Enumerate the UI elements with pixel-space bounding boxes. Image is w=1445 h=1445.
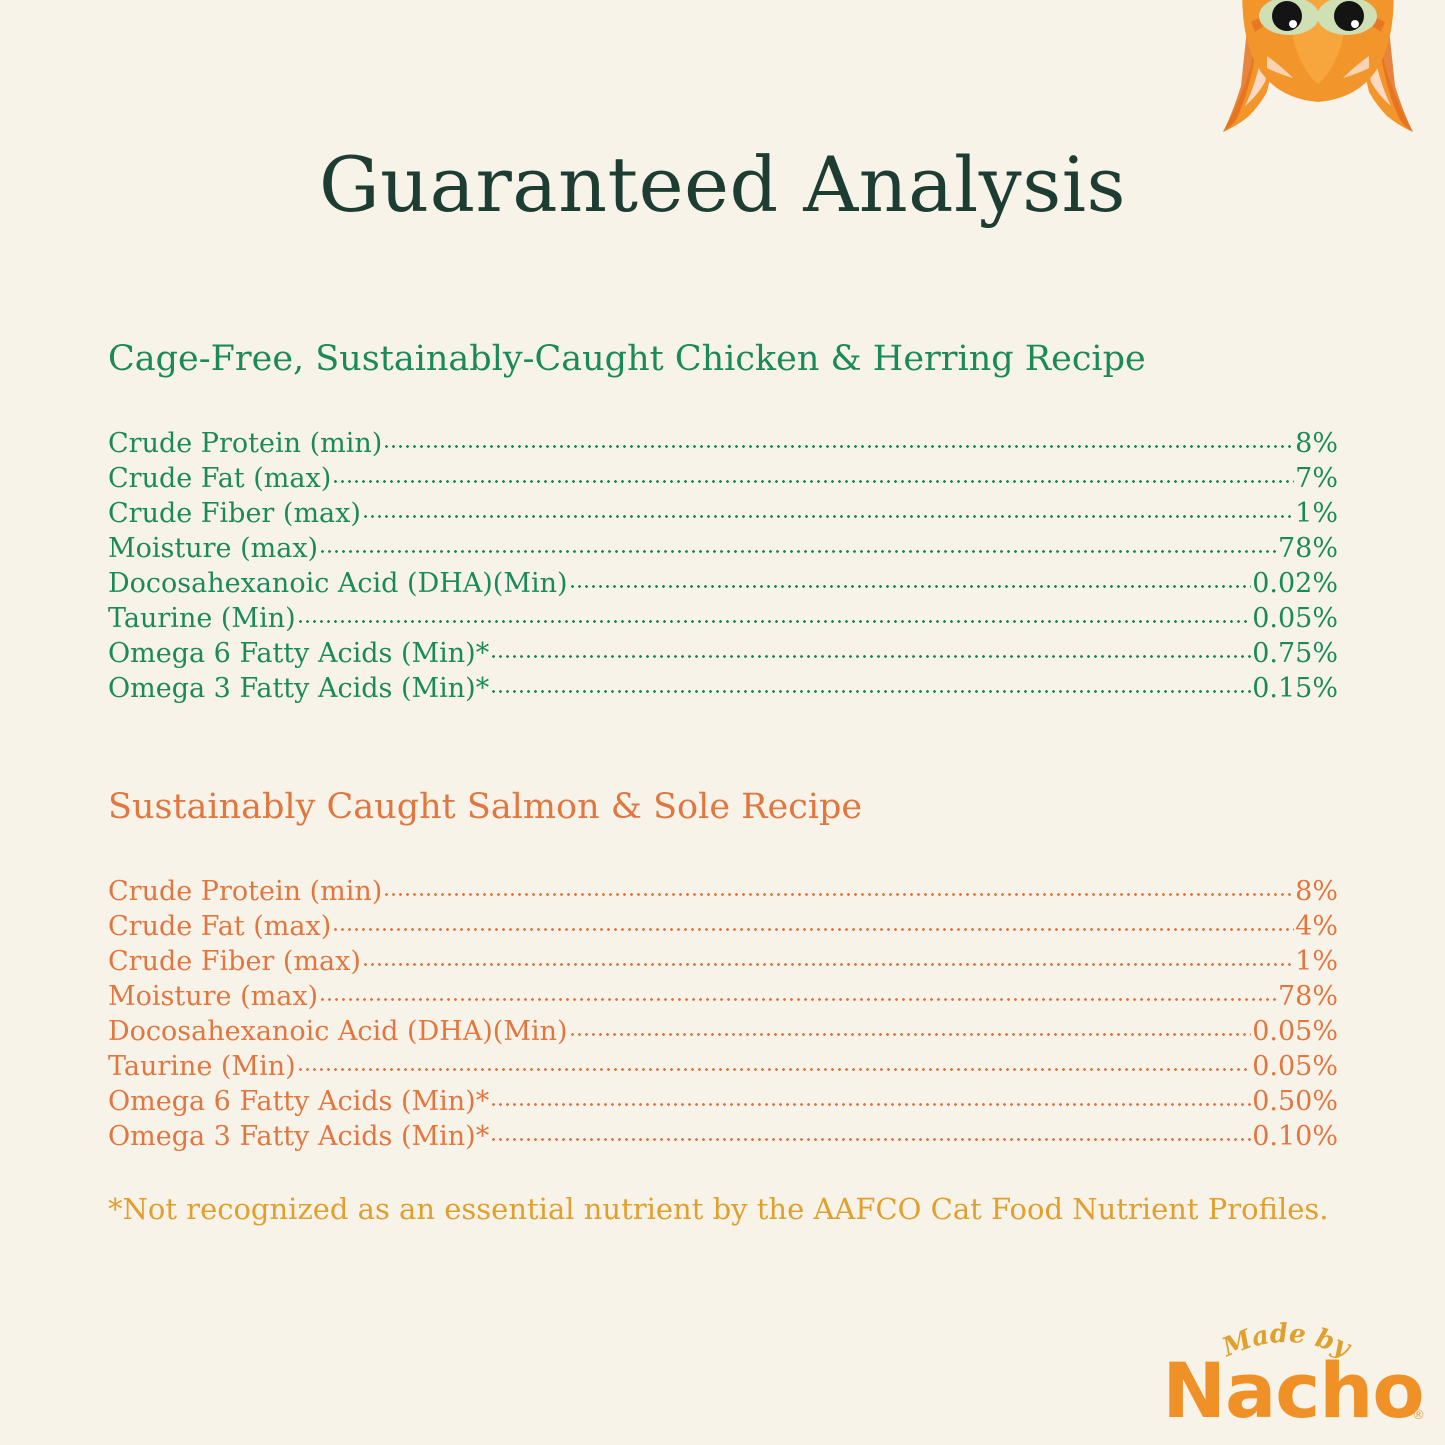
nutrient-name: Crude Protein (min): [108, 875, 383, 907]
nutrient-row: Omega 6 Fatty Acids (Min)* 0.75%: [108, 635, 1338, 669]
nutrient-value: 0.15%: [1252, 672, 1338, 704]
nutrient-value: 0.05%: [1252, 1015, 1338, 1047]
nutrient-value: 0.05%: [1252, 1050, 1338, 1082]
dot-leader: [332, 908, 1295, 935]
nutrient-value: 1%: [1295, 497, 1338, 529]
nutrient-name: Crude Fiber (max): [108, 497, 361, 529]
nutrient-row: Moisture (max) 78%: [108, 978, 1338, 1012]
nutrient-value: 7%: [1295, 462, 1338, 494]
dot-leader: [568, 1013, 1252, 1040]
nutrient-value: 78%: [1277, 532, 1338, 564]
nutrient-row: Omega 6 Fatty Acids (Min)* 0.50%: [108, 1083, 1338, 1117]
nutrient-value: 1%: [1295, 945, 1338, 977]
nutrient-list-salmon-sole: Crude Protein (min) 8% Crude Fat (max) 4…: [108, 873, 1338, 1152]
nutrient-row: Crude Protein (min) 8%: [108, 425, 1338, 459]
dot-leader: [296, 600, 1252, 627]
nutrient-row: Moisture (max) 78%: [108, 530, 1338, 564]
nutrient-value: 0.75%: [1252, 637, 1338, 669]
nutrient-row: Crude Fiber (max) 1%: [108, 495, 1338, 529]
dot-leader: [332, 460, 1295, 487]
nutrient-row: Omega 3 Fatty Acids (Min)* 0.10%: [108, 1118, 1338, 1152]
nutrient-value: 0.02%: [1252, 567, 1338, 599]
brand-logo: Made by Nacho ®: [1159, 1319, 1427, 1437]
nutrient-name: Crude Fat (max): [108, 910, 332, 942]
nutrient-name: Crude Fat (max): [108, 462, 332, 494]
nutrient-value: 4%: [1295, 910, 1338, 942]
nutrient-name: Taurine (Min): [108, 1050, 296, 1082]
dot-leader: [490, 670, 1252, 697]
nutrient-name: Crude Protein (min): [108, 427, 383, 459]
nutrient-name: Omega 6 Fatty Acids (Min)*: [108, 637, 490, 669]
nutrient-value: 78%: [1277, 980, 1338, 1012]
nutrient-row: Crude Fat (max) 7%: [108, 460, 1338, 494]
brand-name: Nacho: [1162, 1346, 1424, 1435]
nutrient-name: Moisture (max): [108, 980, 319, 1012]
recipe-heading-salmon-sole: Sustainably Caught Salmon & Sole Recipe: [108, 787, 863, 827]
nutrient-name: Docosahexanoic Acid (DHA)(Min): [108, 1015, 568, 1047]
dot-leader: [383, 425, 1295, 452]
dot-leader: [490, 635, 1252, 662]
footnote-aafco: *Not recognized as an essential nutrient…: [108, 1192, 1329, 1226]
nutrient-row: Crude Fiber (max) 1%: [108, 943, 1338, 977]
dot-leader: [296, 1048, 1252, 1075]
dot-leader: [361, 495, 1295, 522]
nutrient-value: 8%: [1295, 875, 1338, 907]
dot-leader: [319, 978, 1277, 1005]
nutrient-row: Taurine (Min) 0.05%: [108, 1048, 1338, 1082]
cat-head-group: [1223, 0, 1413, 132]
section-salmon-sole: Sustainably Caught Salmon & Sole Recipe …: [108, 787, 1338, 1152]
cat-illustration: [1193, 0, 1443, 150]
nutrient-name: Taurine (Min): [108, 602, 296, 634]
nutrient-row: Omega 3 Fatty Acids (Min)* 0.15%: [108, 670, 1338, 704]
nutrient-name: Omega 3 Fatty Acids (Min)*: [108, 1120, 490, 1152]
dot-leader: [490, 1083, 1252, 1110]
nutrient-row: Crude Fat (max) 4%: [108, 908, 1338, 942]
dot-leader: [568, 565, 1252, 592]
recipe-heading-chicken-herring: Cage-Free, Sustainably-Caught Chicken & …: [108, 339, 1146, 379]
page-title: Guaranteed Analysis: [318, 139, 1127, 229]
nutrient-name: Omega 3 Fatty Acids (Min)*: [108, 672, 490, 704]
nutrient-value: 0.05%: [1252, 602, 1338, 634]
dot-leader: [361, 943, 1295, 970]
nutrient-name: Omega 6 Fatty Acids (Min)*: [108, 1085, 490, 1117]
cat-eye-left: [1259, 0, 1319, 35]
nutrient-value: 0.50%: [1252, 1085, 1338, 1117]
nutrient-name: Moisture (max): [108, 532, 319, 564]
nutrient-row: Crude Protein (min) 8%: [108, 873, 1338, 907]
section-chicken-herring: Cage-Free, Sustainably-Caught Chicken & …: [108, 339, 1338, 704]
nutrient-row: Docosahexanoic Acid (DHA)(Min) 0.02%: [108, 565, 1338, 599]
nutrient-name: Docosahexanoic Acid (DHA)(Min): [108, 567, 568, 599]
nutrient-row: Docosahexanoic Acid (DHA)(Min) 0.05%: [108, 1013, 1338, 1047]
dot-leader: [490, 1118, 1252, 1145]
nutrient-list-chicken-herring: Crude Protein (min) 8% Crude Fat (max) 7…: [108, 425, 1338, 704]
dot-leader: [319, 530, 1277, 557]
nutrient-value: 0.10%: [1252, 1120, 1338, 1152]
nutrient-name: Crude Fiber (max): [108, 945, 361, 977]
nutrient-value: 8%: [1295, 427, 1338, 459]
registered-trademark-icon: ®: [1412, 1408, 1425, 1423]
dot-leader: [383, 873, 1295, 900]
cat-eye-right: [1317, 0, 1377, 35]
nutrient-row: Taurine (Min) 0.05%: [108, 600, 1338, 634]
